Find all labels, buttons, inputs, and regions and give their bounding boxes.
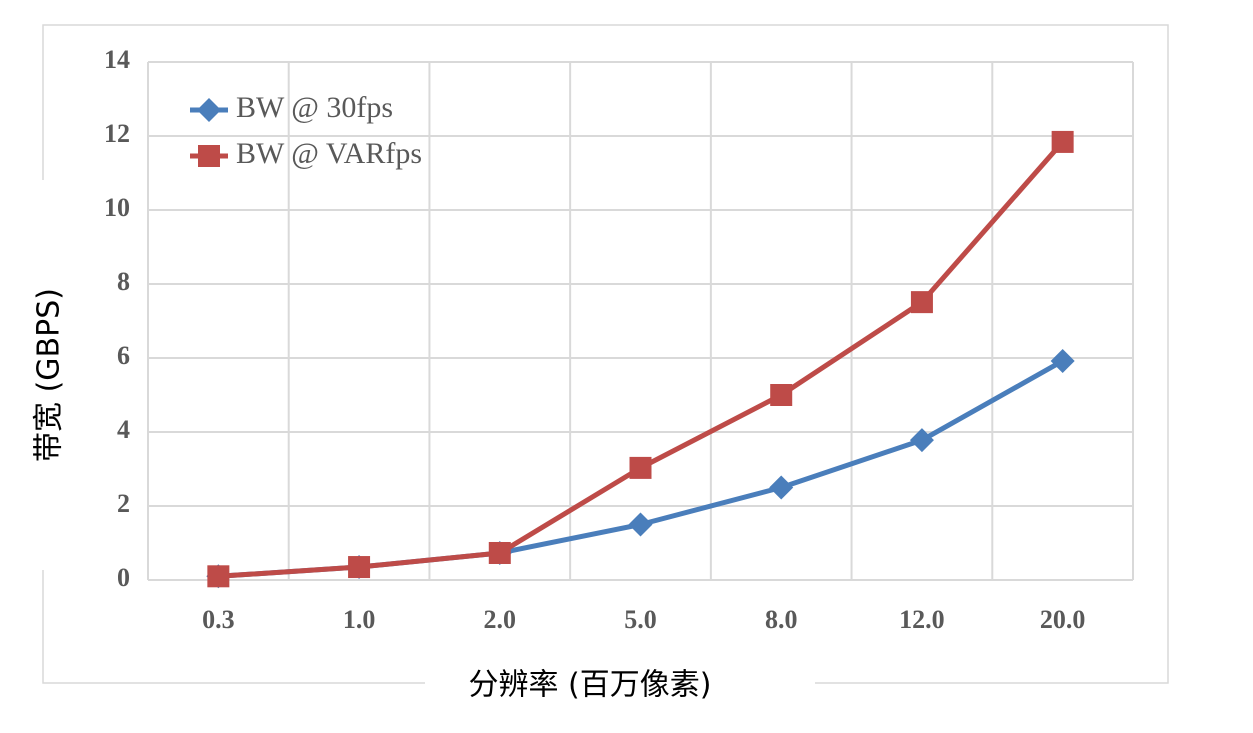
y-tick-label: 14 [104,45,130,74]
x-title-bg [425,662,815,712]
x-axis-title: 分辨率 (百万像素) [469,668,712,703]
data-point [769,475,794,500]
legend-label: BW @ 30fps [236,91,393,124]
y-tick-label: 4 [117,415,130,444]
data-point [207,565,230,588]
y-tick-label: 10 [104,193,130,222]
data-point [910,291,933,314]
data-point [628,512,653,537]
y-tick-label: 12 [104,119,130,148]
y-tick-label: 6 [117,341,130,370]
legend-label: BW @ VARfps [236,137,422,170]
x-tick-label: 8.0 [765,605,798,634]
grid [147,61,1134,581]
legend-marker [198,145,220,167]
legend-marker [197,98,221,122]
x-tick-label: 0.3 [202,605,235,634]
data-point [1050,348,1075,373]
x-tick-label: 20.0 [1040,605,1086,634]
x-tick-label: 12.0 [899,605,945,634]
data-point [1051,130,1074,153]
data-point [770,384,793,406]
data-point [488,541,511,564]
data-point [348,556,371,579]
data-point [909,428,934,453]
y-tick-label: 8 [117,267,130,296]
data-point [629,456,652,479]
x-tick-label: 2.0 [484,605,517,634]
x-tick-label: 1.0 [343,605,376,634]
y-title-bg [22,180,78,570]
y-axis-title: 带宽 (GBPS) [32,288,67,462]
y-tick-label: 0 [117,563,130,592]
y-tick-label: 2 [117,489,130,518]
x-tick-label: 5.0 [624,605,657,634]
